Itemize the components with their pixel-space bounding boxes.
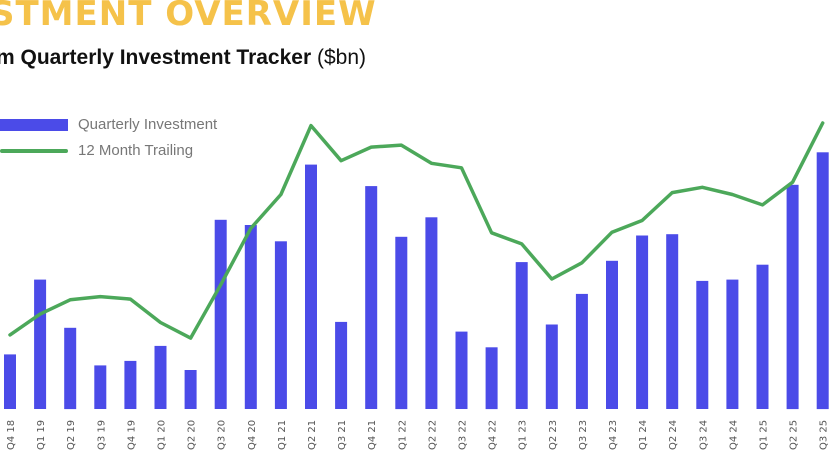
bar-19: [575, 293, 588, 409]
bar-9: [274, 241, 287, 409]
x-tick-label: Q3 22: [458, 420, 469, 450]
bar-13: [395, 236, 408, 410]
x-tick-label: Q2 22: [427, 420, 438, 450]
bar-16: [485, 347, 498, 410]
x-tick-label: Q4 22: [488, 420, 499, 450]
bar-24: [726, 279, 739, 409]
x-tick-label: Q4 24: [728, 420, 739, 450]
x-tick-label: Q1 24: [638, 420, 649, 450]
x-tick-label: Q4 21: [367, 420, 378, 450]
bar-5: [154, 345, 167, 409]
bar-3: [94, 365, 107, 409]
chart-subtitle-unit: ($bn): [311, 46, 367, 69]
bar-4: [124, 360, 137, 409]
x-tick-label: Q3 24: [698, 420, 709, 450]
x-tick-label: Q4 19: [126, 420, 137, 450]
chart-subtitle: m Quarterly Investment Tracker ($bn): [0, 46, 366, 70]
bar-22: [666, 234, 679, 409]
trailing-line: [8, 121, 825, 340]
x-tick-label: Q1 23: [518, 420, 529, 450]
bar-1: [34, 279, 47, 409]
x-tick-label: Q3 25: [819, 420, 830, 450]
legend-item-line: 12 Month Trailing: [0, 142, 193, 159]
legend-bar-label: Quarterly Investment: [78, 116, 218, 133]
x-tick-label: Q3 21: [337, 420, 348, 450]
x-tick-label: Q1 25: [759, 420, 770, 450]
bar-0: [4, 354, 16, 409]
bar-12: [365, 186, 378, 409]
legend-bar-swatch: [0, 118, 68, 131]
legend-line-swatch: [0, 148, 68, 153]
bar-23: [696, 280, 709, 409]
legend-line-label: 12 Month Trailing: [78, 142, 194, 159]
bar-10: [305, 164, 317, 409]
x-tick-label: Q1 20: [157, 420, 168, 450]
bar-11: [335, 321, 348, 409]
x-tick-label: Q1 21: [277, 420, 288, 450]
x-tick-label: Q2 19: [66, 420, 77, 450]
x-tick-label: Q2 21: [307, 420, 318, 450]
page-title: STMENT OVERVIEW: [0, 0, 377, 34]
bar-18: [545, 324, 558, 409]
x-tick-label: Q3 23: [578, 420, 589, 450]
x-tick-label: Q4 23: [608, 420, 619, 450]
x-tick-label: Q3 20: [217, 420, 228, 450]
bar-20: [606, 260, 618, 409]
x-tick-label: Q1 19: [36, 420, 47, 450]
bar-21: [636, 235, 649, 409]
bar-17: [515, 262, 528, 409]
x-tick-label: Q3 19: [96, 420, 107, 450]
bar-7: [214, 219, 227, 409]
x-tick-label: Q2 23: [548, 420, 559, 450]
x-tick-label: Q2 24: [668, 420, 679, 450]
bar-15: [455, 331, 468, 409]
bar-27: [816, 152, 829, 410]
x-tick-label: Q2 25: [789, 420, 800, 450]
x-tick-label: Q4 18: [6, 420, 17, 450]
bar-25: [756, 264, 769, 409]
x-tick-label: Q1 22: [397, 420, 408, 450]
bar-2: [64, 327, 77, 410]
bar-14: [425, 217, 438, 409]
bar-26: [786, 184, 799, 410]
legend-item-bar: Quarterly Investment: [0, 116, 217, 133]
x-tick-label: Q2 20: [187, 420, 198, 450]
x-tick-label: Q4 20: [247, 420, 258, 450]
chart-subtitle-main: m Quarterly Investment Tracker: [0, 46, 312, 69]
bar-6: [184, 370, 197, 409]
bar-8: [244, 225, 257, 409]
